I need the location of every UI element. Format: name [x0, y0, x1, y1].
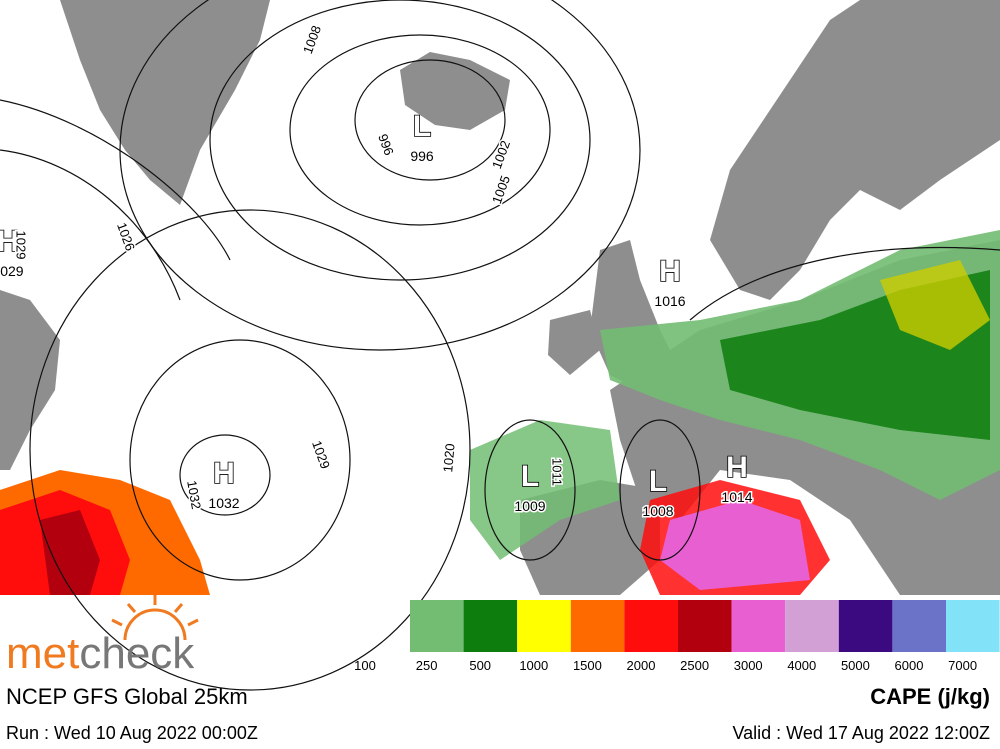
valid-time: Valid : Wed 17 Aug 2022 12:00Z [732, 723, 990, 743]
logo: metcheck [6, 629, 195, 678]
legend-tick-label: 5000 [841, 658, 870, 673]
pressure-symbol: H [659, 255, 681, 288]
logo-part: met [6, 629, 79, 678]
pressure-value: 996 [410, 148, 434, 164]
pressure-symbol: L [649, 465, 667, 498]
logo-part: check [79, 629, 195, 678]
legend-swatch [570, 600, 625, 652]
pressure-symbol: H [726, 451, 748, 484]
legend-swatch [463, 600, 518, 652]
legend-tick-label: 500 [469, 658, 491, 673]
pressure-value: 1032 [208, 495, 239, 511]
pressure-symbol: H [213, 457, 235, 490]
isobar-label: 1020 [440, 443, 457, 473]
pressure-systems: H1029L996H1016H1032L1009L1008H1014 [0, 109, 754, 520]
map [0, 0, 1000, 691]
isobar-label: 1011 [550, 458, 565, 486]
legend-title: CAPE (j/kg) [870, 684, 990, 709]
legend-tick-label: 4000 [787, 658, 816, 673]
run-time: Run : Wed 10 Aug 2022 00:00Z [6, 723, 258, 743]
model-name: NCEP GFS Global 25km [6, 684, 248, 709]
legend-tick-label: 2500 [680, 658, 709, 673]
pressure-value: 1008 [642, 503, 673, 519]
legend-swatch [892, 600, 946, 652]
legend-tick-label: 6000 [895, 658, 924, 673]
pressure-symbol: L [413, 110, 431, 143]
legend-tick-label: 7000 [948, 658, 977, 673]
isobar-label: 1029 [14, 231, 29, 260]
legend-swatch [517, 600, 571, 652]
legend-swatch [731, 600, 786, 652]
legend-tick-label: 250 [416, 658, 438, 673]
isobar-label: 1032 [184, 479, 204, 510]
logo-sun [111, 595, 199, 641]
legend-swatch [624, 600, 678, 652]
legend-swatch [678, 600, 732, 652]
legend-tick-label: 1500 [573, 658, 602, 673]
legend-swatch [838, 600, 893, 652]
legend-tick-label: 3000 [734, 658, 763, 673]
pressure-value: 1014 [721, 489, 752, 505]
pressure-value: 1009 [514, 498, 545, 514]
pressure-symbol: H [0, 225, 19, 258]
pressure-value: 1016 [654, 293, 685, 309]
legend-tick-label: 1000 [519, 658, 548, 673]
legend-swatch [410, 600, 464, 652]
legend-swatch [946, 600, 1000, 652]
footer: metcheck NCEP GFS Global 25km Run : Wed … [6, 595, 1000, 743]
legend: 100 250 500 1000 1500 2000 2500 3000 4000 5000 600… [354, 600, 1000, 673]
legend-tick-label: 100 [354, 658, 376, 673]
pressure-value: 1029 [0, 263, 24, 279]
legend-tick-label: 2000 [627, 658, 656, 673]
legend-swatch [785, 600, 839, 652]
pressure-symbol: L [521, 460, 539, 493]
